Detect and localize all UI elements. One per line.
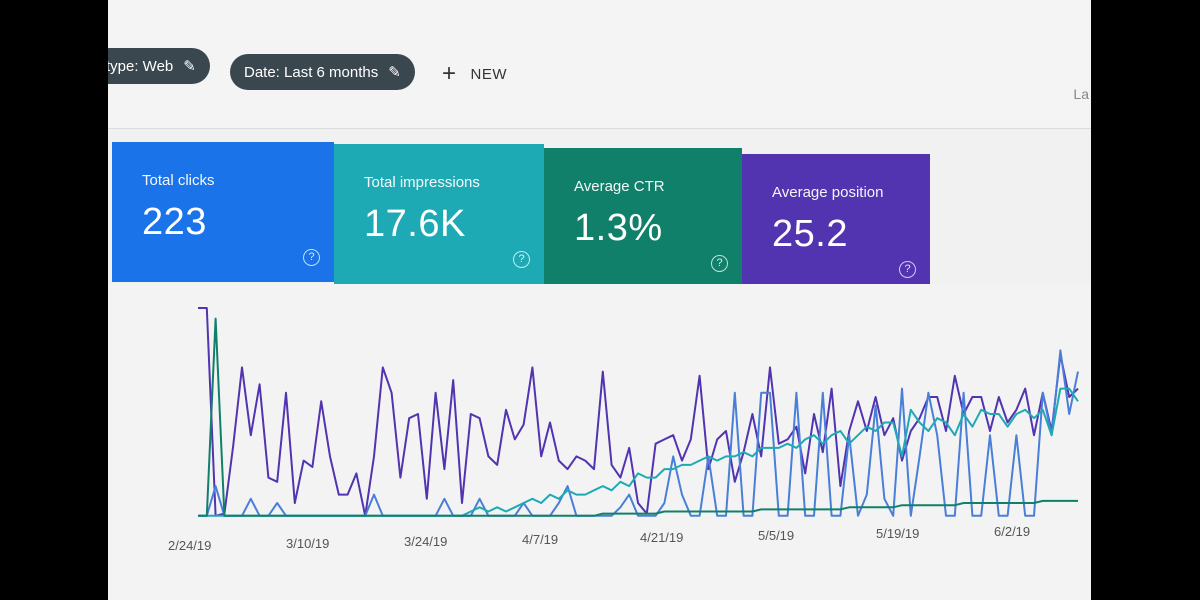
new-filter-label: NEW: [470, 65, 508, 83]
average-ctr-card[interactable]: Average CTR 1.3% ?: [544, 148, 742, 288]
metric-label: Average position: [772, 184, 884, 201]
edit-pencil-icon[interactable]: ✎: [183, 58, 196, 75]
x-tick-label: 5/5/19: [758, 528, 794, 543]
date-chip-label: Date: Last 6 months: [244, 63, 379, 81]
metric-label: Total clicks: [142, 172, 215, 189]
performance-line-chart: 2/24/19 3/10/19 3/24/19 4/7/19 4/21/19 5/5/19…: [168, 307, 1079, 553]
search-console-screen: type: Web ✎ Date: Last 6 months ✎ + NEW …: [108, 0, 1091, 600]
search-type-chip-label: type: Web: [108, 57, 174, 75]
new-filter-button[interactable]: + NEW: [442, 60, 507, 88]
metric-label: Average CTR: [574, 178, 665, 195]
x-tick-label: 6/2/19: [994, 524, 1030, 539]
average-position-card[interactable]: Average position 25.2 ?: [742, 154, 930, 294]
series-line-3[interactable]: [198, 317, 1078, 517]
metric-value: 17.6K: [364, 203, 466, 245]
metric-value: 223: [142, 201, 207, 243]
help-icon[interactable]: ?: [513, 251, 530, 268]
total-impressions-card[interactable]: Total impressions 17.6K ?: [334, 144, 544, 284]
x-tick-label: 5/19/19: [876, 526, 919, 541]
series-line-1[interactable]: [198, 349, 1079, 517]
x-tick-label: 4/7/19: [522, 532, 558, 547]
edit-pencil-icon[interactable]: ✎: [388, 64, 401, 81]
help-icon[interactable]: ?: [711, 255, 728, 272]
total-clicks-card[interactable]: Total clicks 223 ?: [112, 142, 334, 282]
x-tick-label: 2/24/19: [168, 538, 211, 553]
series-line-0[interactable]: [198, 307, 1079, 517]
filter-bar: type: Web ✎ Date: Last 6 months ✎ + NEW …: [108, 0, 1091, 129]
search-type-filter-chip[interactable]: type: Web ✎: [108, 48, 210, 84]
metric-value: 1.3%: [574, 207, 663, 249]
help-icon[interactable]: ?: [899, 261, 916, 278]
plus-icon: +: [442, 60, 457, 87]
help-icon[interactable]: ?: [303, 249, 320, 266]
date-filter-chip[interactable]: Date: Last 6 months ✎: [230, 54, 415, 90]
performance-chart: 2/24/19 3/10/19 3/24/19 4/7/19 4/21/19 5/5/19…: [108, 284, 1091, 600]
cut-off-text: La: [1073, 86, 1089, 102]
x-tick-label: 3/24/19: [404, 534, 447, 549]
metric-label: Total impressions: [364, 174, 480, 191]
x-tick-label: 4/21/19: [640, 530, 683, 545]
metric-value: 25.2: [772, 213, 848, 255]
x-tick-label: 3/10/19: [286, 536, 329, 551]
